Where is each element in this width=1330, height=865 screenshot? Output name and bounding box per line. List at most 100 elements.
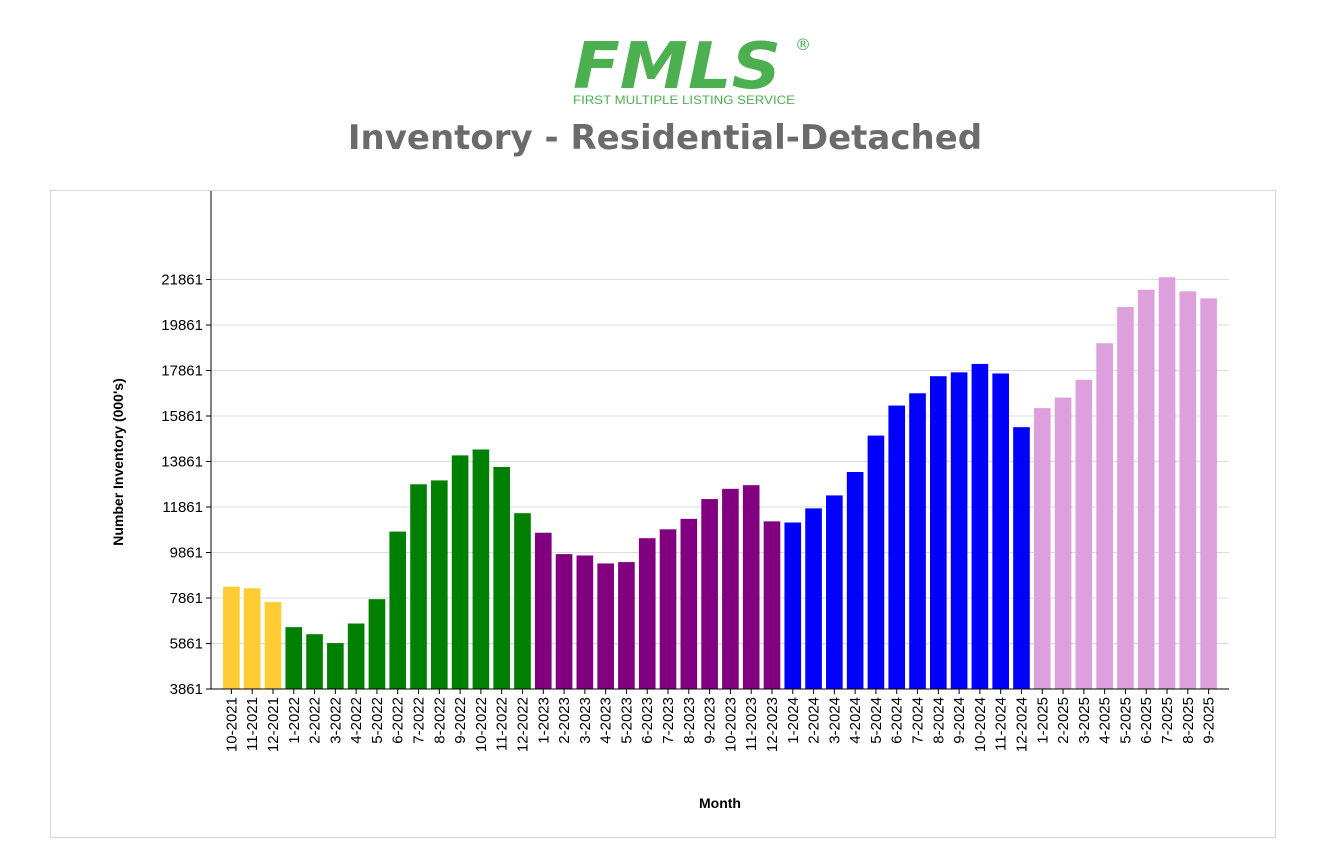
x-tick-label: 2-2024 [806,697,823,744]
x-tick-label: 10-2021 [223,697,240,752]
bar-10-2024 [971,363,989,689]
x-tick-label: 5-2025 [1117,697,1134,744]
x-tick-label: 4-2025 [1097,697,1114,744]
bar-9-2025 [1200,298,1217,689]
x-tick-label: 8-2023 [681,697,698,744]
x-tick-label: 2-2025 [1055,697,1072,744]
bar-4-2025 [1096,343,1113,689]
logo-tagline: FIRST MULTIPLE LISTING SERVICE [573,93,795,107]
x-tick-label: 11-2022 [494,697,511,751]
bar-4-2024 [846,471,864,689]
y-tick-label: 19861 [161,317,203,334]
bar-2-2022 [306,634,323,689]
x-tick-label: 6-2024 [889,697,906,744]
bar-6-2025 [1137,289,1155,689]
bar-4-2023 [597,563,614,689]
bar-12-2021 [264,602,282,689]
x-tick-label: 6-2025 [1138,697,1155,744]
y-tick-labels: 3861 5861 7861 9861 11861 13861 15861 17861 1986… [161,272,211,698]
x-tick-label: 5-2024 [868,697,885,744]
bar-9-2023 [701,499,718,689]
bar-4-2022 [347,623,365,689]
x-tick-label: 4-2022 [348,697,365,744]
bar-5-2025 [1117,307,1134,689]
bar-1-2025 [1033,408,1051,689]
x-tick-label: 9-2023 [702,697,719,744]
y-tick-label: 13861 [161,454,203,471]
y-tick-label: 7861 [170,590,203,607]
bar-2-2024 [805,508,822,689]
bar-12-2022 [514,513,531,689]
y-tick-label: 9861 [170,545,203,562]
bar-2-2025 [1054,397,1072,689]
y-tick-label: 5861 [170,636,203,653]
chart-title: Inventory - Residential-Detached [347,118,983,158]
x-tick-label: 12-2022 [514,697,531,752]
bar-8-2023 [680,518,698,689]
fmls-logo-mark: FMLS ® FIRST MULTIPLE LISTING SERVICE [573,30,811,107]
x-tick-label: 1-2024 [785,697,802,744]
x-tick-label: 1-2025 [1034,697,1051,744]
x-tick-label: 12-2023 [764,697,781,752]
bar-3-2023 [576,555,594,689]
bar-chart: 3861 5861 7861 9861 11861 13861 15861 17861 1986… [110,191,1229,811]
x-tick-label: 6-2022 [390,697,407,744]
x-tick-label: 8-2022 [431,697,448,744]
bar-12-2024 [1013,427,1030,689]
bar-3-2022 [327,643,344,689]
x-tick-label: 8-2025 [1180,697,1197,744]
bar-9-2024 [950,372,968,689]
bar-9-2022 [451,455,469,689]
bar-5-2024 [867,435,885,689]
x-tick-label: 1-2023 [535,697,552,744]
x-tick-label: 7-2025 [1159,697,1176,744]
bar-6-2023 [638,538,656,689]
bar-1-2023 [534,532,552,689]
logo-registered-mark: ® [795,35,811,54]
x-tick-label: 7-2023 [660,697,677,744]
x-tick-label: 1-2022 [286,697,303,744]
bar-5-2022 [368,599,386,689]
bar-1-2022 [285,627,303,689]
x-tick-label: 10-2024 [972,697,989,752]
bar-10-2022 [472,449,490,689]
x-tick-label: 3-2023 [577,697,594,744]
chart-frame: 3861 5861 7861 9861 11861 13861 15861 17861 1986… [50,190,1276,838]
axes [210,191,1229,690]
x-tick-label: 7-2022 [411,697,428,744]
bar-7-2025 [1158,277,1176,689]
x-tick-label: 9-2024 [951,697,968,744]
bar-1-2024 [784,522,802,689]
bar-6-2024 [888,405,906,689]
bar-7-2024 [909,393,926,689]
x-tick-label: 11-2021 [244,697,261,751]
bar-10-2023 [722,488,739,689]
x-tick-label: 5-2023 [618,697,635,744]
bar-8-2024 [929,376,947,689]
bar-3-2024 [826,495,843,689]
x-tick-label: 4-2024 [847,697,864,744]
bar-7-2023 [659,529,677,689]
x-tick-label: 10-2023 [722,697,739,752]
bar-7-2022 [410,484,427,689]
logo-wordmark: FMLS [573,30,781,104]
x-tick-label: 2-2022 [307,697,324,744]
bar-11-2024 [992,373,1010,689]
bar-8-2022 [430,480,448,689]
y-tick-label: 3861 [170,681,203,698]
bar-3-2025 [1075,379,1093,689]
x-tick-label: 4-2023 [598,697,615,744]
x-tick-label: 12-2024 [1013,697,1030,752]
x-tick-label: 9-2022 [452,697,469,744]
x-tick-label: 3-2024 [826,697,843,744]
y-tick-label: 21861 [161,272,203,289]
x-tick-label: 8-2024 [930,697,947,744]
bar-2-2023 [555,554,573,689]
bar-5-2023 [618,562,635,689]
bar-8-2025 [1179,291,1197,689]
x-tick-label: 6-2023 [639,697,656,744]
x-tick-label: 7-2024 [910,697,927,744]
y-tick-label: 17861 [161,363,203,380]
x-tick-label: 11-2023 [743,697,760,751]
x-tick-labels: 10-2021 11-2021 12-2021 1-2022 2-2022 3-2022 4… [223,689,1218,752]
